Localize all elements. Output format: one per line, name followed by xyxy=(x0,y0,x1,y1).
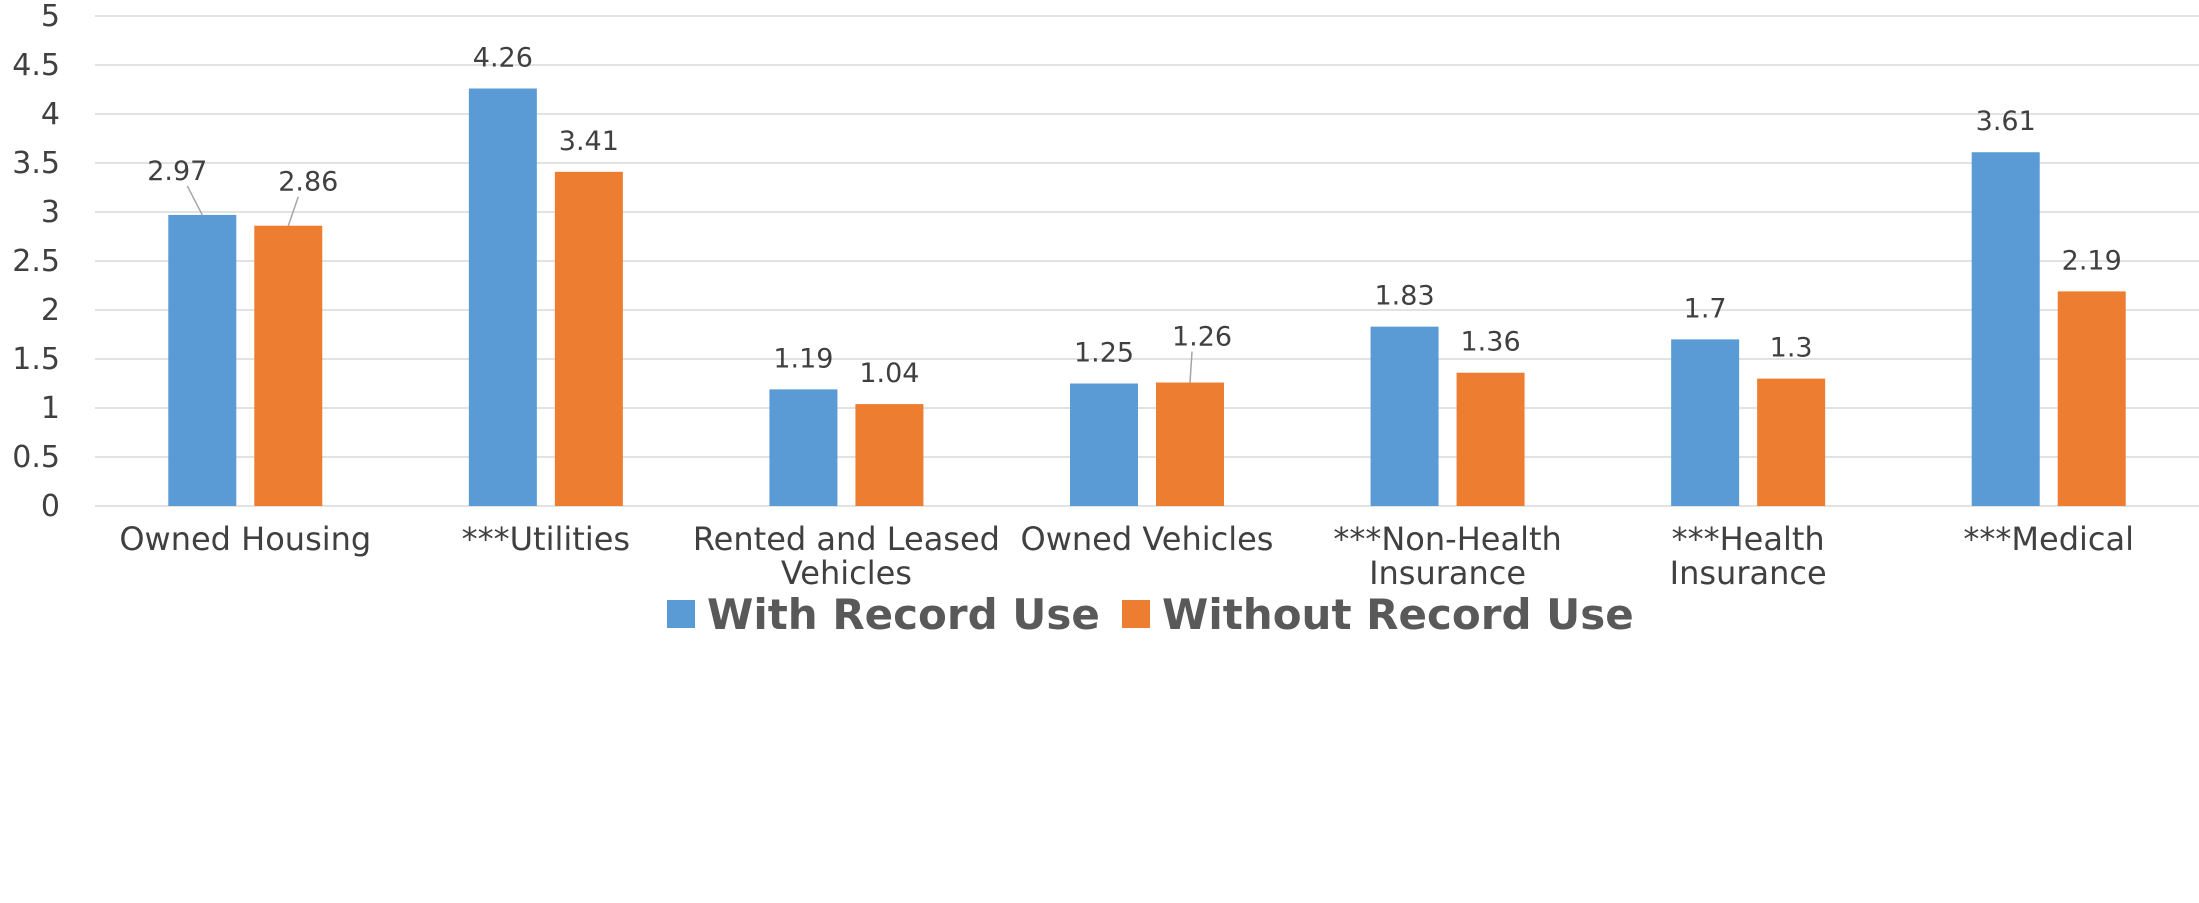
bar-with-record-use xyxy=(769,389,838,506)
x-category-label: ***Medical xyxy=(1963,520,2134,558)
label-leader-line xyxy=(1189,351,1193,383)
data-label: 1.04 xyxy=(859,358,919,389)
data-label: 4.26 xyxy=(473,43,533,74)
legend: With Record Use Without Record Use xyxy=(667,590,1634,639)
data-label: 2.97 xyxy=(147,156,207,187)
data-label: 2.19 xyxy=(2062,245,2122,276)
bars xyxy=(168,88,2126,507)
data-label: 1.26 xyxy=(1172,322,1232,353)
y-tick-label: 5 xyxy=(41,0,60,34)
bar-with-record-use xyxy=(1671,339,1740,506)
y-tick-label: 3 xyxy=(41,195,60,230)
y-tick-label: 2.5 xyxy=(12,244,60,279)
gridlines xyxy=(95,15,2199,507)
y-tick-label: 1 xyxy=(41,391,60,426)
y-tick-label: 0.5 xyxy=(12,440,60,475)
bar-without-record-use xyxy=(1757,378,1826,506)
data-label: 3.41 xyxy=(559,126,619,157)
x-category-label: Owned Vehicles xyxy=(1021,520,1274,558)
x-category-label: Vehicles xyxy=(781,554,912,592)
y-tick-label: 4 xyxy=(41,97,60,132)
bar-with-record-use xyxy=(1370,326,1439,506)
y-tick-label: 4.5 xyxy=(12,48,60,83)
label-leader-line xyxy=(287,196,299,226)
data-label: 2.86 xyxy=(278,167,338,198)
x-category-label: ***Non-Health xyxy=(1333,520,1561,558)
bar-without-record-use xyxy=(1156,382,1224,506)
data-label: 1.3 xyxy=(1770,333,1813,364)
data-label: 3.61 xyxy=(1976,106,2036,137)
data-label: 1.83 xyxy=(1375,281,1435,312)
y-tick-label: 2 xyxy=(41,293,60,328)
y-axis-tick-labels: 0 0.5 1 1.5 2 2.5 3 3.5 4 4.5 5 xyxy=(12,0,60,524)
bar-with-record-use xyxy=(1971,152,2040,506)
data-label: 1.36 xyxy=(1461,327,1521,358)
bar-without-record-use xyxy=(554,171,623,506)
data-label: 1.19 xyxy=(773,343,833,374)
x-category-label: ***Health xyxy=(1672,520,1825,558)
x-category-label: Insurance xyxy=(1670,554,1827,592)
data-labels: 2.97 2.86 4.26 3.41 1.19 1.04 1.25 1.26 1.83 1.36… xyxy=(147,43,2122,390)
bar-with-record-use xyxy=(1070,383,1138,506)
data-label: 1.25 xyxy=(1074,338,1134,369)
x-category-label: Rented and Leased xyxy=(693,520,1000,558)
legend-swatch xyxy=(667,600,695,628)
x-category-label: ***Utilities xyxy=(462,520,630,558)
legend-label: Without Record Use xyxy=(1162,590,1634,639)
label-leader-line xyxy=(186,185,203,216)
legend-label: With Record Use xyxy=(707,590,1100,639)
y-tick-label: 1.5 xyxy=(12,342,60,377)
x-axis-category-labels: Owned Housing ***Utilities Rented and Leas… xyxy=(119,520,2134,592)
x-category-label: Owned Housing xyxy=(119,520,371,558)
y-tick-label: 0 xyxy=(41,489,60,524)
bar-without-record-use xyxy=(2057,291,2126,506)
data-label: 1.7 xyxy=(1684,293,1727,324)
label-leader-lines xyxy=(186,185,1193,383)
x-category-label: Insurance xyxy=(1369,554,1526,592)
bar-without-record-use xyxy=(254,225,323,506)
bar-without-record-use xyxy=(1456,372,1525,506)
y-tick-label: 3.5 xyxy=(12,146,60,181)
bar-without-record-use xyxy=(855,404,924,506)
bar-with-record-use xyxy=(468,88,537,507)
legend-swatch xyxy=(1122,600,1150,628)
bar-with-record-use xyxy=(168,214,237,506)
